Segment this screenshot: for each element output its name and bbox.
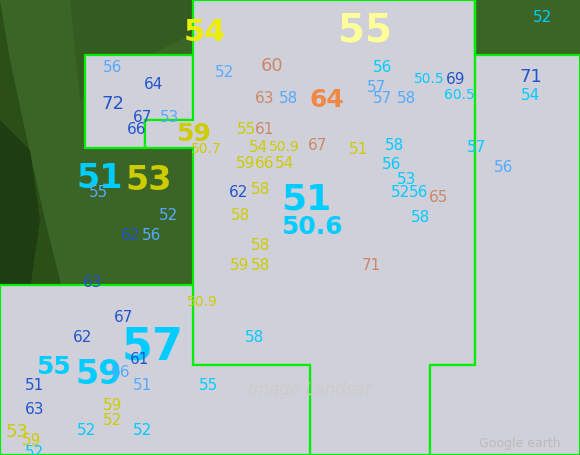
Text: 67: 67 bbox=[309, 138, 328, 153]
Text: 52: 52 bbox=[103, 413, 122, 428]
Text: 71: 71 bbox=[520, 68, 542, 86]
Polygon shape bbox=[70, 0, 200, 100]
Text: 56: 56 bbox=[103, 60, 123, 75]
Text: 58: 58 bbox=[245, 330, 264, 345]
Text: 56: 56 bbox=[494, 160, 514, 175]
Text: 52: 52 bbox=[158, 208, 177, 223]
Text: 56: 56 bbox=[382, 157, 402, 172]
Text: 52: 52 bbox=[77, 423, 97, 438]
Text: Image Landsat: Image Landsat bbox=[248, 381, 372, 399]
Text: 66: 66 bbox=[111, 365, 130, 380]
Text: 55: 55 bbox=[198, 378, 218, 393]
Text: 58: 58 bbox=[251, 238, 271, 253]
Text: 52: 52 bbox=[534, 10, 553, 25]
Text: 66: 66 bbox=[255, 156, 275, 171]
Polygon shape bbox=[0, 120, 40, 300]
Text: 53: 53 bbox=[126, 164, 172, 197]
Text: 62: 62 bbox=[229, 185, 249, 200]
Text: 67: 67 bbox=[114, 310, 133, 325]
Text: 53: 53 bbox=[5, 423, 28, 441]
Text: 55: 55 bbox=[35, 355, 70, 379]
Text: 61: 61 bbox=[130, 352, 150, 367]
Text: 58: 58 bbox=[231, 208, 251, 223]
Text: 57: 57 bbox=[367, 80, 387, 95]
Polygon shape bbox=[430, 0, 580, 455]
Text: 54: 54 bbox=[184, 18, 226, 47]
Text: 58: 58 bbox=[385, 138, 404, 153]
Text: 62: 62 bbox=[73, 330, 93, 345]
Text: 50.7: 50.7 bbox=[191, 142, 222, 156]
Text: 50.9: 50.9 bbox=[269, 140, 299, 154]
Text: 54: 54 bbox=[274, 156, 293, 171]
Text: 53: 53 bbox=[160, 110, 180, 125]
Text: 58: 58 bbox=[397, 91, 416, 106]
Text: 71: 71 bbox=[361, 258, 380, 273]
Text: Google earth: Google earth bbox=[479, 438, 561, 450]
Text: 55: 55 bbox=[89, 185, 108, 200]
Text: 67: 67 bbox=[133, 110, 153, 125]
Text: 57: 57 bbox=[372, 91, 392, 106]
Text: 66: 66 bbox=[127, 122, 147, 137]
Text: 52: 52 bbox=[390, 185, 409, 200]
Text: 52: 52 bbox=[133, 423, 153, 438]
Polygon shape bbox=[480, 285, 580, 455]
Text: 59: 59 bbox=[22, 433, 42, 448]
Text: 64: 64 bbox=[310, 88, 345, 112]
Text: 63: 63 bbox=[84, 275, 103, 290]
Text: 58: 58 bbox=[278, 91, 298, 106]
Text: 61: 61 bbox=[255, 122, 275, 137]
Text: 56: 56 bbox=[409, 185, 429, 200]
Text: 69: 69 bbox=[446, 72, 466, 87]
Text: 55: 55 bbox=[237, 122, 256, 137]
Text: 57: 57 bbox=[122, 325, 184, 368]
Text: 59: 59 bbox=[103, 398, 123, 413]
Text: 72: 72 bbox=[102, 95, 125, 113]
Text: 62: 62 bbox=[121, 228, 141, 243]
Text: 63: 63 bbox=[26, 402, 45, 417]
Text: 64: 64 bbox=[144, 77, 164, 92]
Text: 50.9: 50.9 bbox=[187, 295, 218, 309]
Text: 53: 53 bbox=[397, 172, 416, 187]
Text: 52: 52 bbox=[26, 445, 45, 455]
Text: 54: 54 bbox=[521, 88, 541, 103]
Text: 59: 59 bbox=[236, 156, 256, 171]
Text: 57: 57 bbox=[467, 140, 487, 155]
Polygon shape bbox=[145, 0, 475, 455]
Text: 59: 59 bbox=[176, 122, 211, 146]
Text: 65: 65 bbox=[429, 190, 449, 205]
Polygon shape bbox=[0, 0, 90, 455]
Text: 50.5: 50.5 bbox=[414, 72, 444, 86]
Text: 58: 58 bbox=[411, 210, 430, 225]
Text: 54: 54 bbox=[249, 140, 269, 155]
Text: 51: 51 bbox=[77, 162, 123, 195]
Text: 56: 56 bbox=[374, 60, 393, 75]
Text: 52: 52 bbox=[215, 65, 235, 80]
Text: 51: 51 bbox=[26, 378, 45, 393]
Text: 59: 59 bbox=[76, 358, 122, 391]
Polygon shape bbox=[0, 285, 310, 455]
Text: 55: 55 bbox=[338, 12, 392, 50]
Polygon shape bbox=[355, 200, 580, 455]
Text: 63: 63 bbox=[255, 91, 275, 106]
Text: 59: 59 bbox=[230, 258, 249, 273]
Text: 51: 51 bbox=[349, 142, 369, 157]
Text: 50.6: 50.6 bbox=[281, 215, 343, 239]
Polygon shape bbox=[85, 55, 193, 148]
Text: 51: 51 bbox=[133, 378, 153, 393]
Text: 56: 56 bbox=[142, 228, 162, 243]
Text: 60: 60 bbox=[260, 57, 283, 75]
Text: 60.5: 60.5 bbox=[444, 88, 474, 102]
Text: 51: 51 bbox=[281, 182, 331, 216]
Text: 58: 58 bbox=[251, 258, 271, 273]
Text: 58: 58 bbox=[251, 182, 271, 197]
